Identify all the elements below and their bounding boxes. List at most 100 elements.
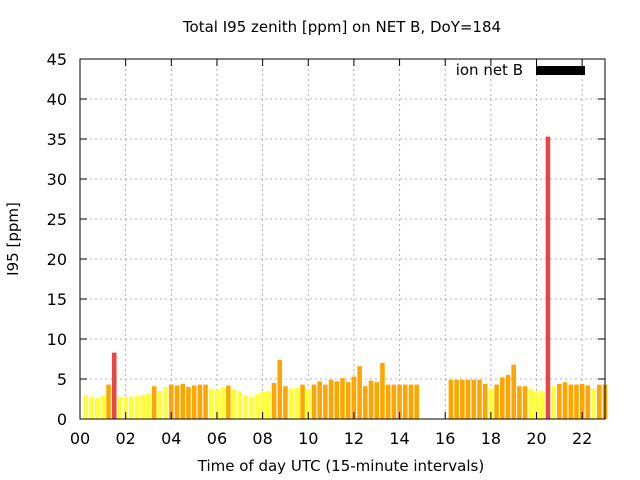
x-tick-label: 12 [344, 429, 364, 448]
bar [317, 381, 322, 419]
x-tick-label: 08 [252, 429, 272, 448]
bar [585, 385, 591, 419]
bar [151, 386, 157, 419]
bar [134, 395, 140, 419]
y-tick-label: 20 [47, 250, 67, 269]
bar [397, 384, 402, 419]
bar [288, 388, 294, 419]
bar [254, 394, 260, 419]
bar [203, 384, 208, 419]
bar [408, 384, 414, 419]
bar [557, 383, 562, 419]
bar [300, 384, 305, 419]
bar [448, 379, 454, 419]
bar [402, 384, 408, 419]
bar [197, 384, 203, 419]
y-tick-label: 25 [47, 210, 67, 229]
bar [106, 384, 111, 419]
bar [340, 378, 345, 419]
bar [123, 396, 128, 419]
bar [100, 395, 106, 419]
bar [568, 384, 574, 419]
bar [465, 379, 471, 419]
bar [140, 395, 146, 419]
bar [226, 385, 231, 419]
bar [357, 366, 362, 419]
x-tick-label: 06 [207, 429, 227, 448]
bar [129, 396, 134, 419]
y-tick-label: 40 [47, 90, 67, 109]
bar [163, 387, 168, 419]
bar [277, 359, 283, 419]
bar [391, 384, 397, 419]
bar [243, 395, 248, 419]
bar [511, 364, 516, 419]
bar [283, 386, 288, 419]
bar [328, 379, 334, 419]
bar [157, 391, 163, 419]
bar [574, 384, 579, 419]
bar [89, 396, 94, 419]
bar [471, 379, 477, 419]
bar [208, 388, 214, 419]
bar [180, 383, 185, 419]
x-tick-label: 20 [526, 429, 546, 448]
x-tick-label: 00 [70, 429, 90, 448]
bar [591, 388, 596, 419]
bar [351, 376, 357, 419]
bar [494, 384, 499, 419]
y-tick-label: 5 [57, 370, 67, 389]
x-tick-label: 02 [115, 429, 135, 448]
bar [305, 389, 311, 419]
bar [111, 352, 117, 419]
bar [146, 393, 151, 419]
x-tick-label: 14 [389, 429, 409, 448]
bar [271, 383, 277, 419]
y-tick-label: 15 [47, 290, 67, 309]
bar [363, 386, 368, 419]
plot-frame [79, 58, 606, 420]
bar [385, 384, 391, 419]
bar [597, 384, 602, 419]
bar [214, 390, 220, 419]
bar [539, 391, 545, 419]
bar [220, 387, 225, 419]
bar [191, 385, 197, 419]
legend: ion net B [456, 61, 585, 79]
bar [460, 379, 465, 419]
bar [345, 382, 351, 419]
bar [237, 391, 243, 419]
bar [545, 136, 551, 419]
y-tick-label: 10 [47, 330, 67, 349]
bars [83, 136, 608, 419]
bar [94, 398, 100, 419]
y-tick-label: 45 [47, 50, 67, 69]
chart-title: Total I95 zenith [ppm] on NET B, DoY=184 [182, 18, 501, 36]
bar [169, 384, 174, 419]
bar [551, 386, 556, 419]
bar [500, 377, 505, 419]
legend-label: ion net B [456, 61, 523, 79]
bar [260, 391, 265, 419]
bar [323, 384, 328, 419]
x-tick-label: 16 [435, 429, 455, 448]
bar [186, 387, 191, 419]
x-tick-label: 18 [481, 429, 501, 448]
y-tick-label: 30 [47, 170, 67, 189]
bar [311, 384, 317, 419]
bar [374, 382, 380, 419]
y-axis-title: I95 [ppm] [4, 202, 22, 276]
grid [80, 59, 605, 419]
bar [334, 381, 340, 419]
bar [368, 380, 374, 419]
bar [248, 396, 254, 419]
bar [528, 388, 534, 419]
bar [83, 395, 88, 419]
bar [174, 385, 180, 419]
x-tick-label: 22 [572, 429, 592, 448]
bar [231, 389, 237, 419]
x-tick-label: 10 [298, 429, 318, 448]
ticks [79, 58, 605, 420]
bar [534, 391, 539, 419]
